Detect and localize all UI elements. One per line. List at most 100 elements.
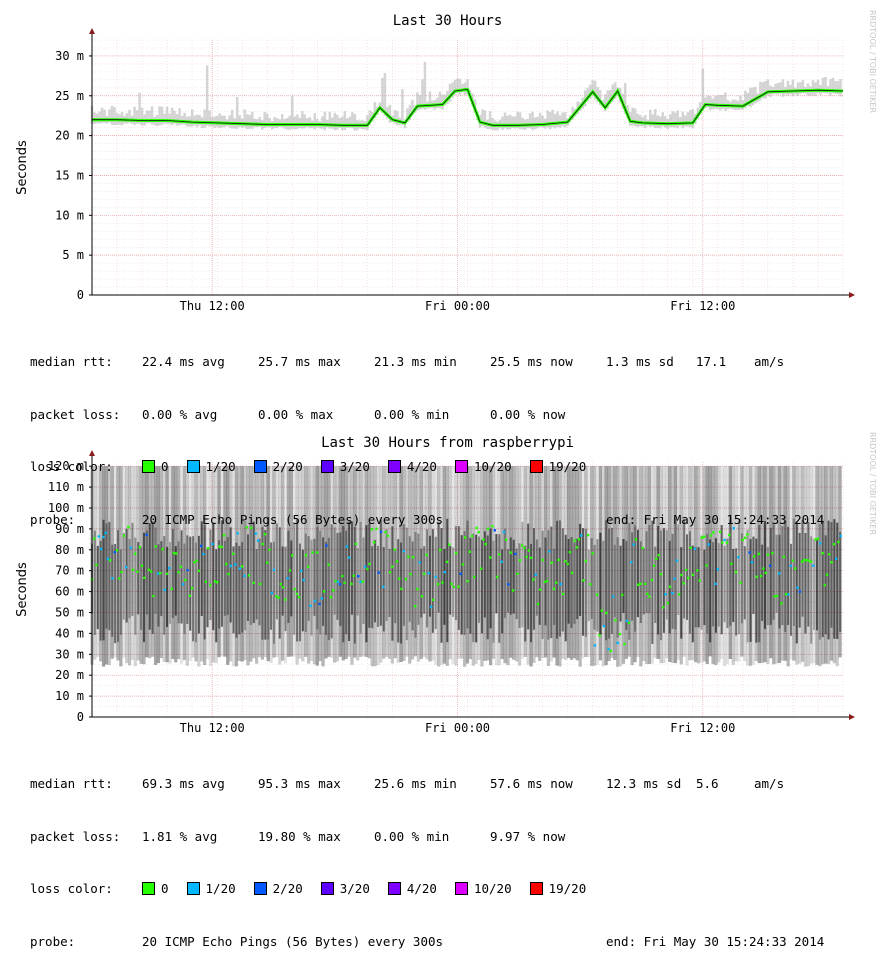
x-tick-label: Fri 12:00 [670,299,735,313]
loss-color-swatch [142,882,155,896]
median-point [377,571,380,574]
y-tick-label: 50 m [55,605,84,619]
median-point [598,634,601,637]
median-point [350,582,353,586]
loss-color-items: 0 1/20 2/20 3/20 4/20 10/20 19/20 [142,458,604,476]
median-point [213,580,217,583]
median-point [441,581,444,584]
median-point [621,593,624,597]
median-point [504,538,508,541]
median-point [204,580,207,583]
median-point [384,530,387,534]
median-point [693,547,697,550]
median-point [379,530,383,534]
median-point [473,575,476,579]
median-point [775,594,779,598]
y-tick-label: 90 m [55,522,84,536]
loss-color-item: 3/20 [320,880,370,898]
median-point [115,549,119,552]
legend-block-2: median rtt: 69.3 ms avg 95.3 ms max 25.6… [30,740,824,968]
median-point [320,597,324,600]
loss-color-items: 0 1/20 2/20 3/20 4/20 10/20 19/20 [142,880,604,898]
median-point [623,642,626,646]
y-tick-label: 5 m [62,248,84,262]
median-rtt-row: median rtt: 22.4 ms avg 25.7 ms max 21.3… [30,353,824,371]
median-point [477,530,481,534]
loss-color-label-text: 2/20 [272,881,303,896]
median-point [284,598,287,601]
median-point [161,548,164,551]
median-point [375,527,378,531]
median-point [136,570,139,573]
median-point [614,619,617,622]
loss-color-swatch [142,460,155,474]
median-point [525,555,528,559]
median-point [468,550,471,553]
median-point [407,555,410,558]
loss-color-label-text: 1/20 [205,881,236,896]
median-point [723,538,726,542]
median-point [552,587,556,590]
median-point [277,596,280,599]
median-point [404,577,408,581]
median-point [93,537,96,540]
median-point [625,619,629,623]
median-point [837,540,840,544]
loss-color-item: 4/20 [387,458,437,476]
loss-color-swatch [320,882,334,896]
median-point [602,624,606,628]
packet-loss-now: 9.97 % now [490,828,566,844]
median-point [95,563,98,567]
loss-color-item: 2/20 [253,458,303,476]
median-point [104,531,107,535]
median-point [491,525,494,528]
median-point [113,550,116,554]
median-rtt-label: median rtt: [30,776,113,791]
median-point [140,564,144,567]
median-point [486,527,490,531]
median-point [814,538,817,541]
median-point [716,568,720,571]
median-point [794,567,797,570]
median-point [236,532,239,535]
median-point [687,576,690,580]
loss-color-item: 10/20 [454,880,512,898]
loss-color-label-text: 4/20 [406,459,437,474]
median-point [138,546,141,549]
median-point [495,575,499,579]
median-point [712,531,715,534]
median-point [159,571,162,575]
grid [91,39,844,296]
median-rtt-sd: 1.3 ms sd [606,354,674,369]
loss-color-label: loss color: [30,881,113,896]
median-point [361,580,365,583]
median-point [541,558,544,562]
median-point [518,559,522,562]
plot-area [90,466,842,667]
median-rtt-ams-unit: am/s [754,354,785,369]
loss-color-item: 4/20 [387,880,437,898]
median-point [393,548,396,551]
median-point [673,577,676,580]
y-tick-label: 80 m [55,543,84,557]
median-point [821,551,824,555]
median-rtt-ams: 5.6 [696,776,719,791]
median-point [536,602,540,606]
loss-color-label: loss color: [30,459,113,474]
median-point [359,580,362,584]
median-point [102,535,105,539]
loss-color-swatch [186,882,200,896]
median-point [498,553,501,556]
median-point [311,551,314,554]
probe-end: end: Fri May 30 15:24:33 2014 [606,933,825,949]
loss-color-label-text: 10/20 [473,459,512,474]
y-tick-label: 30 m [55,647,84,661]
median-point [732,527,735,530]
median-point [347,556,351,559]
median-point [206,547,210,550]
median-point [186,568,189,572]
loss-color-swatch [454,882,468,896]
median-point [577,538,581,541]
median-point [179,565,182,569]
median-point [259,582,262,586]
